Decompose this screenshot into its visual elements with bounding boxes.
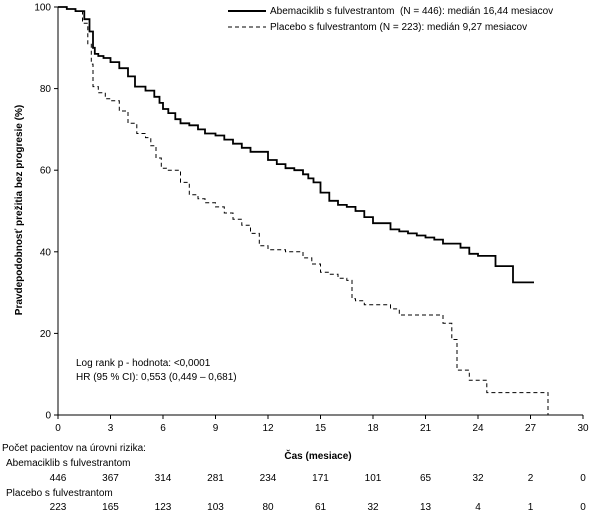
risk-count: 61 xyxy=(315,502,327,512)
series-layer xyxy=(58,6,549,415)
risk-count: 0 xyxy=(580,473,586,484)
series-line-abemaciclib xyxy=(58,6,534,284)
legend-label-placebo: Placebo s fulvestrantom (N = 223): mediá… xyxy=(270,22,527,33)
y-tick-label: 40 xyxy=(40,247,52,258)
plot-area: 0 20 40 60 80 100 0 3 6 9 12 15 18 21 24 27 30 xyxy=(34,3,589,435)
risk-count: 1 xyxy=(528,502,534,512)
x-tick-label: 21 xyxy=(420,423,432,434)
risk-count: 4 xyxy=(475,502,481,512)
risk-row-placebo: 223 165 123 103 80 61 32 13 4 1 0 xyxy=(50,502,587,512)
risk-count: 123 xyxy=(155,502,172,512)
x-tick-label: 12 xyxy=(262,423,274,434)
y-tick-label: 100 xyxy=(34,3,51,14)
risk-count: 13 xyxy=(420,502,432,512)
risk-group-label-placebo: Placebo s fulvestrantom xyxy=(6,488,113,499)
risk-count: 0 xyxy=(580,502,586,512)
x-tick-label: 3 xyxy=(108,423,114,434)
risk-count: 101 xyxy=(365,473,382,484)
x-ticks: 0 3 6 9 12 15 18 21 24 27 30 xyxy=(55,415,589,434)
risk-count: 80 xyxy=(262,502,274,512)
x-tick-label: 6 xyxy=(160,423,166,434)
risk-count: 32 xyxy=(367,502,379,512)
x-tick-label: 15 xyxy=(315,423,327,434)
y-tick-label: 80 xyxy=(40,84,52,95)
stats-annotations: Log rank p - hodnota: <0,0001 HR (95 % C… xyxy=(76,358,237,383)
risk-count: 165 xyxy=(102,502,119,512)
risk-count: 446 xyxy=(50,473,67,484)
risk-count: 234 xyxy=(260,473,277,484)
risk-count: 171 xyxy=(312,473,329,484)
risk-table-header: Počet pacientov na úrovni rizika: xyxy=(2,443,146,454)
risk-count: 2 xyxy=(528,473,534,484)
risk-count: 281 xyxy=(207,473,224,484)
risk-table: Počet pacientov na úrovni rizika: Abemac… xyxy=(2,443,586,512)
risk-count: 367 xyxy=(102,473,119,484)
y-tick-label: 0 xyxy=(45,411,51,422)
y-ticks: 0 20 40 60 80 100 xyxy=(34,3,58,422)
y-tick-label: 20 xyxy=(40,329,52,340)
x-tick-label: 9 xyxy=(213,423,219,434)
risk-count: 314 xyxy=(155,473,172,484)
series-line-placebo xyxy=(58,6,549,415)
risk-row-abemaciclib: 446 367 314 281 234 171 101 65 32 2 0 xyxy=(50,473,587,484)
risk-count: 103 xyxy=(207,502,224,512)
legend-label-abemaciclib: Abemaciklib s fulvestrantom (N = 446): m… xyxy=(270,6,553,17)
x-tick-label: 27 xyxy=(525,423,537,434)
x-axis-title: Čas (mesiace) xyxy=(284,449,351,462)
risk-count: 65 xyxy=(420,473,432,484)
x-tick-label: 0 xyxy=(55,423,61,434)
logrank-annotation: Log rank p - hodnota: <0,0001 xyxy=(76,358,211,369)
x-tick-label: 24 xyxy=(472,423,484,434)
legend: Abemaciklib s fulvestrantom (N = 446): m… xyxy=(228,6,553,33)
y-tick-label: 60 xyxy=(40,166,52,177)
risk-count: 223 xyxy=(50,502,67,512)
x-tick-label: 30 xyxy=(577,423,589,434)
risk-group-label-abemaciclib: Abemaciklib s fulvestrantom xyxy=(6,458,131,469)
y-axis-title: Pravdepodobnosť prežitia bez progresie (… xyxy=(14,105,25,315)
hr-annotation: HR (95 % CI): 0,553 (0,449 – 0,681) xyxy=(76,372,237,383)
x-tick-label: 18 xyxy=(367,423,379,434)
risk-count: 32 xyxy=(472,473,484,484)
